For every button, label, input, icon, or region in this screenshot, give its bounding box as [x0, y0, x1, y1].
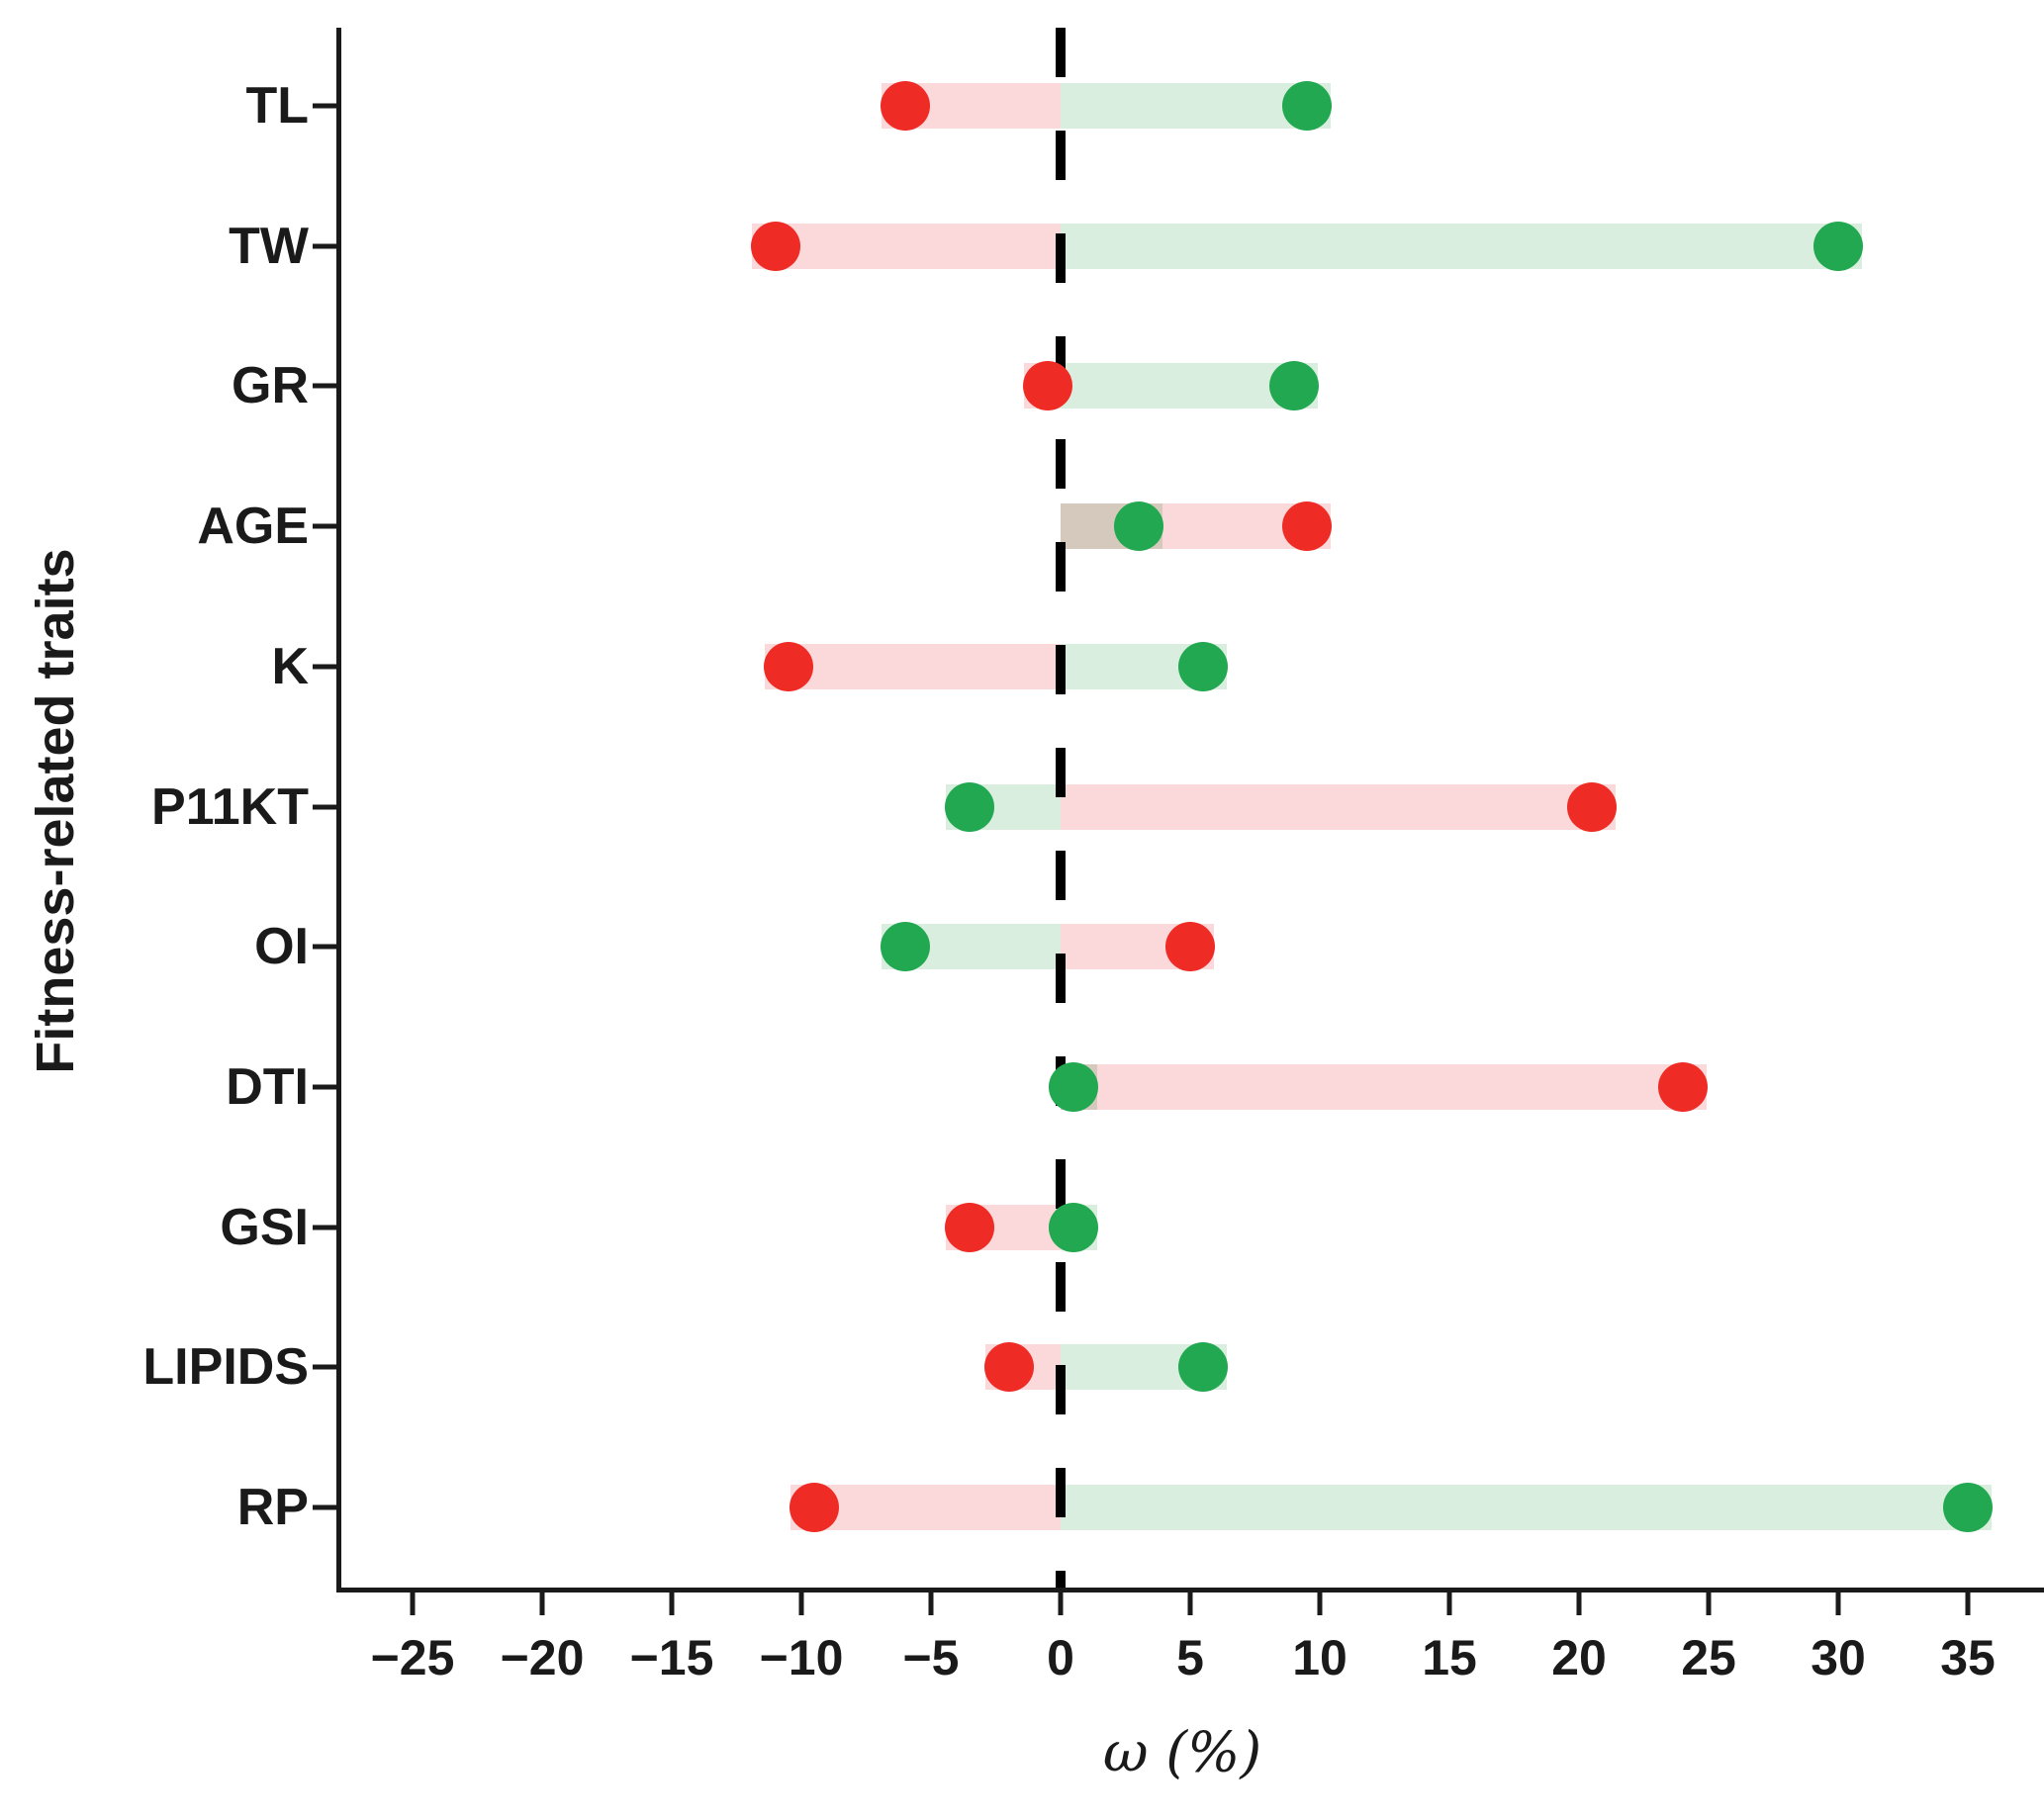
y-tick — [313, 804, 338, 809]
red-bar — [1061, 783, 1617, 830]
x-tick — [410, 1590, 416, 1615]
x-tick-label: −10 — [759, 1630, 844, 1685]
x-tick-label: 35 — [1940, 1630, 1996, 1685]
x-tick-label: −5 — [902, 1630, 960, 1685]
trait-label-lipids: LIPIDS — [142, 1338, 309, 1397]
trait-label-tl: TL — [245, 77, 309, 135]
x-tick — [1835, 1590, 1841, 1615]
trait-label-p11kt: P11KT — [151, 777, 309, 836]
x-tick — [539, 1590, 545, 1615]
red-dot — [983, 1342, 1034, 1393]
x-tick — [1058, 1590, 1064, 1615]
green-dot — [1178, 1342, 1229, 1393]
x-tick-label: 10 — [1292, 1630, 1347, 1685]
x-tick — [1317, 1590, 1323, 1615]
red-dot — [750, 221, 800, 271]
trait-label-gr: GR — [232, 357, 309, 415]
red-dot — [1281, 501, 1332, 552]
green-dot — [1268, 361, 1319, 411]
x-tick-label: 0 — [1047, 1630, 1074, 1685]
x-tick — [1965, 1590, 1971, 1615]
red-dot — [1657, 1061, 1708, 1112]
green-dot — [1943, 1483, 1993, 1532]
trait-label-rp: RP — [236, 1479, 309, 1536]
y-tick — [313, 664, 338, 670]
red-dot — [880, 81, 930, 131]
green-dot — [1049, 1202, 1099, 1252]
trait-label-age: AGE — [197, 498, 309, 556]
x-tick — [928, 1590, 934, 1615]
trait-label-oi: OI — [254, 918, 309, 976]
x-tick-label: −25 — [370, 1630, 455, 1685]
x-tick-label: 15 — [1422, 1630, 1477, 1685]
x-tick-label: −15 — [629, 1630, 714, 1685]
trait-label-tw: TW — [229, 217, 309, 275]
y-tick — [313, 243, 338, 249]
trait-label-gsi: GSI — [220, 1198, 309, 1256]
y-tick — [313, 1225, 338, 1230]
red-dot — [1022, 361, 1072, 411]
green-bar — [1061, 1485, 1992, 1530]
y-tick — [313, 383, 338, 389]
green-dot — [880, 922, 930, 972]
y-tick — [313, 1364, 338, 1370]
y-axis-title: Fitness-related traits — [26, 548, 85, 1074]
y-tick — [313, 1504, 338, 1510]
x-tick-label: 30 — [1811, 1630, 1866, 1685]
red-dot — [790, 1483, 840, 1532]
x-tick — [798, 1590, 804, 1615]
y-tick — [313, 103, 338, 109]
green-dot — [1113, 501, 1163, 552]
x-tick — [669, 1590, 675, 1615]
green-bar — [1061, 223, 1862, 269]
green-dot — [945, 781, 995, 832]
x-tick — [1576, 1590, 1582, 1615]
green-dot — [1049, 1061, 1099, 1112]
green-dot — [1813, 221, 1863, 271]
x-tick — [1446, 1590, 1452, 1615]
y-tick — [313, 523, 338, 529]
y-tick — [313, 1084, 338, 1090]
y-tick — [313, 944, 338, 950]
x-tick-label: 20 — [1551, 1630, 1607, 1685]
x-tick-label: 25 — [1681, 1630, 1736, 1685]
red-dot — [1567, 781, 1618, 832]
red-bar — [751, 223, 1061, 269]
y-axis-line — [336, 28, 341, 1592]
x-tick-label: 5 — [1176, 1630, 1204, 1685]
x-tick-label: −20 — [500, 1630, 585, 1685]
x-axis-title: ω (%) — [1102, 1720, 1262, 1785]
x-tick — [1187, 1590, 1193, 1615]
red-dot — [945, 1202, 995, 1252]
green-dot — [1281, 81, 1332, 131]
red-dot — [763, 641, 813, 691]
red-dot — [1165, 922, 1215, 972]
red-bar — [764, 643, 1061, 689]
x-tick — [1706, 1590, 1712, 1615]
green-dot — [1178, 641, 1229, 691]
red-bar — [1061, 1063, 1707, 1110]
trait-label-dti: DTI — [226, 1057, 309, 1116]
trait-label-k: K — [271, 637, 309, 695]
